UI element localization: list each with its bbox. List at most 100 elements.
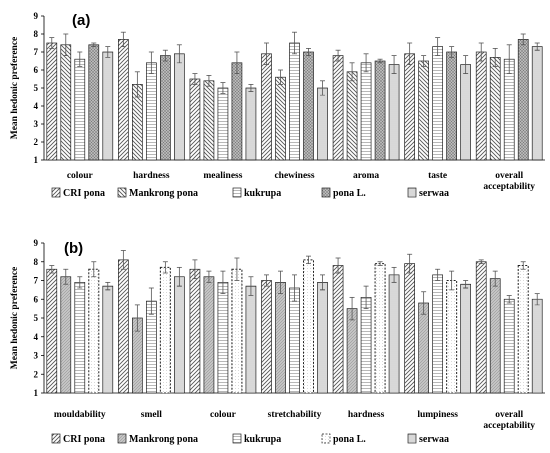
bar-pona-l--overall-acceptability — [517, 39, 529, 161]
bar-mankrong-pona-colour — [203, 276, 215, 394]
y-tick-label: 8 — [34, 29, 39, 39]
bar-mankrong-pona-aroma — [346, 71, 358, 161]
y-tick-label: 3 — [34, 119, 39, 129]
bar-cri-pona-smell — [118, 259, 129, 394]
x-category-label: hardness — [348, 410, 385, 420]
bar-serwaa-taste — [460, 64, 471, 161]
bar-kukrupa-hardness — [360, 297, 372, 394]
bar-serwaa-chewiness — [317, 87, 328, 161]
bar-mankrong-pona-overall-acceptability — [489, 57, 501, 161]
panel-label: (b) — [64, 240, 83, 257]
legend-swatch — [407, 187, 417, 198]
legend-swatch — [51, 433, 61, 444]
bar-serwaa-stretchability — [317, 282, 328, 394]
legend-label: serwaa — [419, 188, 449, 199]
y-tick-label: 9 — [34, 11, 39, 21]
bar-cri-pona-colour — [46, 42, 58, 161]
legend-label: kukrupa — [244, 188, 281, 199]
bar-cri-pona-chewiness — [261, 53, 272, 161]
legend-swatch — [321, 187, 331, 198]
bar-mankrong-pona-lumpiness — [418, 302, 429, 394]
bar-kukrupa-colour — [217, 282, 229, 394]
y-tick-label: 4 — [34, 332, 39, 342]
bar-kukrupa-aroma — [360, 62, 372, 161]
x-category-label: overall acceptability — [483, 171, 535, 192]
bar-pona-l--hardness — [160, 55, 171, 161]
legend-label: CRI pona — [63, 188, 105, 199]
legend-label: pona L. — [333, 434, 366, 445]
x-category-label: colour — [67, 171, 94, 181]
x-category-label: overall acceptability — [483, 410, 535, 431]
bar-kukrupa-mouldability — [74, 282, 86, 394]
bar-cri-pona-stretchability — [261, 280, 272, 394]
bar-pona-l--mouldability — [88, 268, 100, 394]
bar-pona-l--hardness — [374, 263, 386, 394]
x-category-label: smell — [141, 410, 162, 420]
y-tick-label: 9 — [34, 238, 39, 248]
y-tick-label: 4 — [34, 101, 39, 111]
y-tick-label: 8 — [34, 257, 39, 267]
legend: CRI pona Mankrong pona kukrupa pona L. serwa… — [51, 187, 449, 199]
legend-label: pona L. — [333, 188, 366, 199]
bar-mankrong-pona-hardness — [346, 308, 358, 394]
bar-kukrupa-lumpiness — [432, 274, 443, 394]
bar-serwaa-hardness — [388, 274, 400, 394]
legend: CRI pona Mankrong pona kukrupa pona L. serwa… — [51, 433, 449, 445]
bar-serwaa-mealiness — [245, 87, 257, 161]
x-category-label: hardness — [133, 171, 170, 181]
bar-kukrupa-mealiness — [217, 87, 229, 161]
panel-label: (a) — [72, 12, 90, 29]
chart-panel-1: 1 2 3 4 5 6 7 8 9 Mean hedonic preference (a) colou… — [10, 11, 545, 199]
bar-pona-l--colour — [231, 268, 243, 394]
legend-label: Mankrong pona — [129, 188, 198, 199]
y-tick-label: 5 — [34, 83, 39, 93]
bar-mankrong-pona-colour — [60, 44, 72, 161]
y-axis-label: Mean hedonic preference — [10, 37, 20, 140]
y-axis-label: Mean hedonic preference — [10, 267, 20, 370]
legend-swatch — [51, 187, 61, 198]
bar-pona-l--aroma — [374, 60, 386, 161]
legend-swatch — [232, 433, 242, 444]
bar-cri-pona-lumpiness — [404, 263, 415, 394]
bar-cri-pona-overall-acceptability — [475, 261, 487, 394]
y-tick-label: 6 — [34, 65, 39, 75]
bar-mankrong-pona-stretchability — [275, 282, 286, 394]
bar-cri-pona-mealiness — [189, 78, 201, 161]
x-category-label: mealiness — [203, 171, 242, 181]
bar-cri-pona-hardness — [118, 39, 129, 161]
bar-mankrong-pona-overall-acceptability — [489, 278, 501, 394]
bar-serwaa-overall-acceptability — [531, 46, 543, 161]
bar-cri-pona-colour — [189, 268, 201, 394]
x-category-label: taste — [428, 171, 447, 181]
bar-mankrong-pona-chewiness — [275, 76, 286, 161]
bar-mankrong-pona-mouldability — [60, 276, 72, 394]
bar-kukrupa-colour — [74, 58, 86, 161]
bar-serwaa-lumpiness — [460, 283, 471, 394]
legend-label: Mankrong pona — [129, 434, 198, 445]
y-tick-label: 3 — [34, 351, 39, 361]
y-tick-label: 2 — [34, 369, 39, 379]
x-category-label: stretchability — [268, 410, 322, 420]
bar-serwaa-mouldability — [102, 285, 114, 394]
legend-label: CRI pona — [63, 434, 105, 445]
bar-pona-l--mealiness — [231, 62, 243, 161]
bar-pona-l--colour — [88, 44, 100, 161]
legend-swatch — [407, 433, 417, 444]
bar-pona-l--stretchability — [303, 259, 314, 394]
bar-cri-pona-mouldability — [46, 268, 58, 394]
legend-swatch — [232, 187, 242, 198]
bar-pona-l--chewiness — [303, 51, 314, 161]
legend-swatch — [117, 187, 127, 198]
bar-serwaa-colour — [102, 51, 114, 161]
legend-label: kukrupa — [244, 434, 281, 445]
bar-serwaa-overall-acceptability — [531, 298, 543, 394]
legend-swatch — [321, 433, 331, 444]
bar-cri-pona-taste — [404, 53, 415, 161]
legend-label: serwaa — [419, 434, 449, 445]
chart-panel-2: 1 2 3 4 5 6 7 8 9 Mean hedonic preference (b) mould… — [10, 238, 545, 445]
x-category-label: colour — [210, 410, 237, 420]
bar-cri-pona-hardness — [332, 265, 344, 394]
bar-kukrupa-chewiness — [289, 42, 300, 161]
y-tick-label: 2 — [34, 137, 39, 147]
bar-kukrupa-taste — [432, 46, 443, 161]
